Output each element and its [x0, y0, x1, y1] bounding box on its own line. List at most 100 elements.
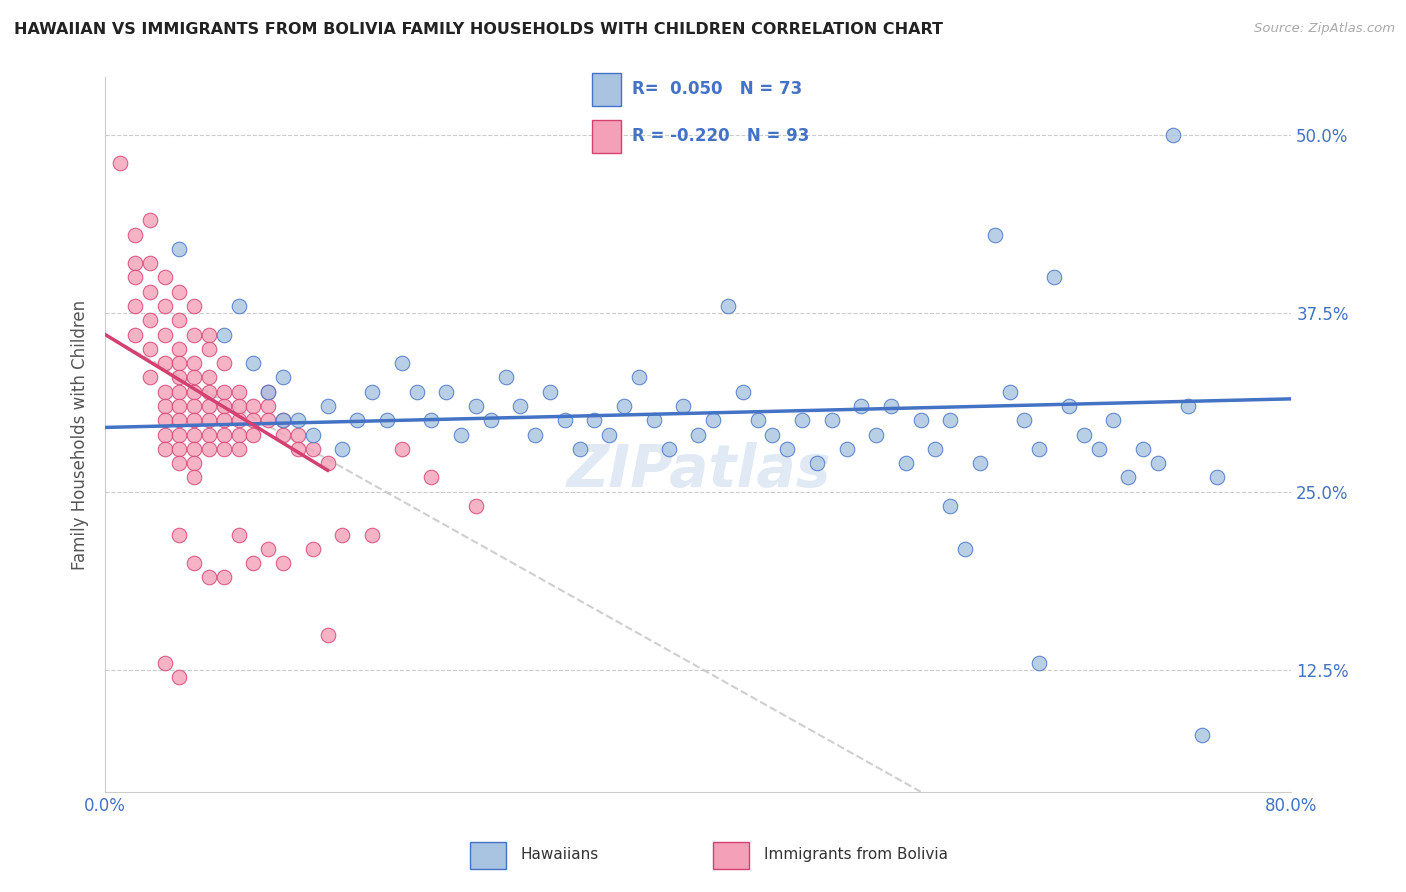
Point	[1206, 470, 1229, 484]
Point	[316, 627, 339, 641]
Point	[495, 370, 517, 384]
Point	[138, 313, 160, 327]
Point	[153, 299, 176, 313]
Point	[242, 399, 264, 413]
Point	[212, 442, 235, 456]
Point	[316, 456, 339, 470]
Point	[747, 413, 769, 427]
Point	[658, 442, 681, 456]
Point	[731, 384, 754, 399]
Point	[613, 399, 636, 413]
Point	[153, 427, 176, 442]
Point	[434, 384, 457, 399]
Point	[228, 442, 250, 456]
Point	[524, 427, 547, 442]
Point	[851, 399, 873, 413]
Point	[271, 413, 294, 427]
Text: Immigrants from Bolivia: Immigrants from Bolivia	[763, 847, 948, 862]
Point	[865, 427, 887, 442]
Point	[108, 156, 131, 170]
Point	[169, 413, 191, 427]
Point	[198, 327, 221, 342]
Point	[138, 285, 160, 299]
Point	[969, 456, 991, 470]
Text: ZIPatlas: ZIPatlas	[567, 442, 831, 499]
Point	[301, 442, 323, 456]
Point	[761, 427, 783, 442]
Point	[169, 427, 191, 442]
Point	[479, 413, 502, 427]
Point	[183, 356, 205, 370]
Point	[984, 227, 1007, 242]
Point	[198, 413, 221, 427]
Point	[242, 427, 264, 442]
Point	[361, 527, 384, 541]
Point	[183, 299, 205, 313]
Point	[464, 499, 486, 513]
Bar	[713, 842, 748, 869]
Point	[212, 356, 235, 370]
Text: HAWAIIAN VS IMMIGRANTS FROM BOLIVIA FAMILY HOUSEHOLDS WITH CHILDREN CORRELATION : HAWAIIAN VS IMMIGRANTS FROM BOLIVIA FAMI…	[14, 22, 943, 37]
Point	[228, 527, 250, 541]
Point	[1028, 656, 1050, 670]
Point	[183, 427, 205, 442]
Point	[672, 399, 695, 413]
Point	[643, 413, 665, 427]
Point	[271, 427, 294, 442]
Point	[1116, 470, 1139, 484]
Point	[169, 670, 191, 684]
Point	[242, 556, 264, 570]
Point	[169, 399, 191, 413]
Point	[1191, 727, 1213, 741]
Point	[316, 399, 339, 413]
Point	[257, 541, 280, 556]
Point	[361, 384, 384, 399]
Point	[420, 470, 443, 484]
Point	[169, 342, 191, 356]
Point	[212, 570, 235, 584]
Point	[138, 213, 160, 227]
Point	[998, 384, 1021, 399]
Point	[880, 399, 903, 413]
Text: Hawaiians: Hawaiians	[520, 847, 599, 862]
Point	[717, 299, 740, 313]
Point	[939, 413, 962, 427]
Point	[124, 227, 146, 242]
Point	[1073, 427, 1095, 442]
Point	[1161, 128, 1184, 142]
Point	[153, 356, 176, 370]
Point	[198, 442, 221, 456]
Point	[538, 384, 561, 399]
Point	[583, 413, 606, 427]
Point	[450, 427, 472, 442]
Point	[894, 456, 917, 470]
Point	[183, 556, 205, 570]
Point	[910, 413, 932, 427]
Point	[228, 299, 250, 313]
Point	[228, 384, 250, 399]
Point	[1043, 270, 1066, 285]
Point	[153, 656, 176, 670]
Point	[509, 399, 531, 413]
Point	[198, 370, 221, 384]
Point	[391, 442, 413, 456]
Point	[169, 442, 191, 456]
Point	[228, 399, 250, 413]
Point	[138, 342, 160, 356]
Point	[183, 384, 205, 399]
Point	[821, 413, 844, 427]
Point	[287, 442, 309, 456]
Point	[924, 442, 946, 456]
Point	[332, 442, 354, 456]
Point	[242, 413, 264, 427]
Point	[183, 470, 205, 484]
Point	[153, 327, 176, 342]
Point	[702, 413, 724, 427]
Point	[153, 442, 176, 456]
Point	[169, 285, 191, 299]
Point	[153, 384, 176, 399]
Point	[138, 256, 160, 270]
Point	[228, 413, 250, 427]
Point	[1132, 442, 1154, 456]
Point	[169, 384, 191, 399]
